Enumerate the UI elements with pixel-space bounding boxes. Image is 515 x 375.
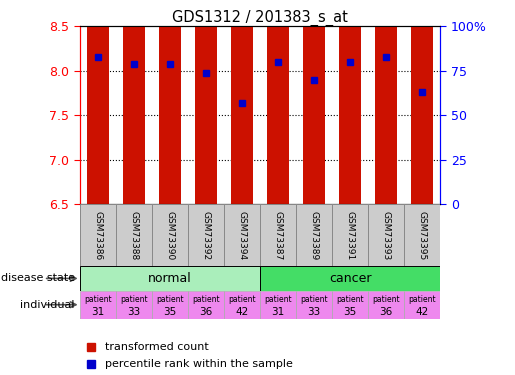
Text: normal: normal [148, 272, 192, 285]
Bar [375, 0, 397, 204]
Text: patient: patient [156, 295, 184, 304]
Bar [195, 0, 217, 204]
Text: GSM73395: GSM73395 [418, 211, 427, 260]
Bar [159, 0, 181, 204]
Text: GSM73390: GSM73390 [165, 211, 175, 260]
Bar [411, 0, 433, 204]
Bar [80, 204, 116, 266]
Bar [260, 204, 296, 266]
Text: GSM73387: GSM73387 [273, 211, 283, 260]
Bar [404, 291, 440, 319]
Bar [267, 0, 289, 204]
Bar [296, 204, 332, 266]
Text: patient: patient [336, 295, 364, 304]
Bar [368, 291, 404, 319]
Text: 31: 31 [91, 307, 105, 317]
Text: 36: 36 [199, 307, 213, 317]
Text: GSM73386: GSM73386 [93, 211, 102, 260]
Text: cancer: cancer [329, 272, 371, 285]
Text: patient: patient [120, 295, 148, 304]
Bar [404, 204, 440, 266]
Text: 33: 33 [307, 307, 321, 317]
Text: 42: 42 [416, 307, 429, 317]
Text: patient: patient [264, 295, 292, 304]
Bar [152, 204, 188, 266]
Text: 35: 35 [344, 307, 357, 317]
Text: 36: 36 [380, 307, 393, 317]
Bar [224, 204, 260, 266]
Bar [296, 291, 332, 319]
Bar [116, 204, 152, 266]
Bar [224, 291, 260, 319]
Bar [303, 0, 325, 204]
Text: 33: 33 [127, 307, 141, 317]
Text: patient: patient [300, 295, 328, 304]
Bar [116, 291, 152, 319]
Text: GSM73388: GSM73388 [129, 211, 139, 260]
Bar [339, 0, 361, 204]
Bar [332, 291, 368, 319]
Text: disease state: disease state [1, 273, 75, 284]
Bar [87, 0, 109, 204]
Text: GSM73391: GSM73391 [346, 211, 355, 260]
Text: patient: patient [408, 295, 436, 304]
Text: GSM73394: GSM73394 [237, 211, 247, 260]
Bar [368, 204, 404, 266]
Bar [123, 0, 145, 204]
Text: patient: patient [228, 295, 256, 304]
Bar [231, 0, 253, 204]
Title: GDS1312 / 201383_s_at: GDS1312 / 201383_s_at [172, 10, 348, 26]
Bar [188, 291, 224, 319]
Bar [260, 291, 296, 319]
Bar [80, 291, 116, 319]
Bar [152, 291, 188, 319]
Text: percentile rank within the sample: percentile rank within the sample [105, 359, 293, 369]
Bar [260, 266, 440, 291]
Text: 35: 35 [163, 307, 177, 317]
Text: patient: patient [372, 295, 400, 304]
Text: GSM73393: GSM73393 [382, 211, 391, 260]
Bar [80, 266, 260, 291]
Text: patient: patient [84, 295, 112, 304]
Text: individual: individual [20, 300, 75, 310]
Text: 42: 42 [235, 307, 249, 317]
Text: GSM73392: GSM73392 [201, 211, 211, 260]
Text: GSM73389: GSM73389 [310, 211, 319, 260]
Text: 31: 31 [271, 307, 285, 317]
Text: transformed count: transformed count [105, 342, 209, 352]
Bar [188, 204, 224, 266]
Text: patient: patient [192, 295, 220, 304]
Bar [332, 204, 368, 266]
